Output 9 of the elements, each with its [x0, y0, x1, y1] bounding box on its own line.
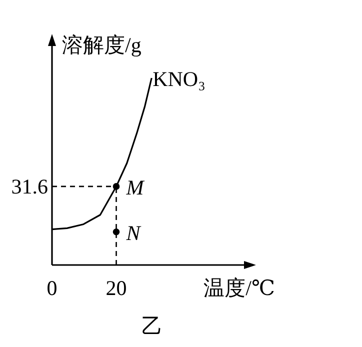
annotation: 31.6 [11, 174, 48, 198]
annotation: 乙 [142, 314, 162, 338]
series-label: KNO₃ [152, 67, 206, 91]
x-tick: 0 [46, 276, 58, 300]
x-label: 温度/℃ [204, 276, 275, 300]
point-label: N [126, 220, 140, 245]
point-label: M [126, 175, 144, 200]
y-label: 溶解度/g [62, 33, 142, 57]
x-tick: 20 [106, 276, 127, 300]
